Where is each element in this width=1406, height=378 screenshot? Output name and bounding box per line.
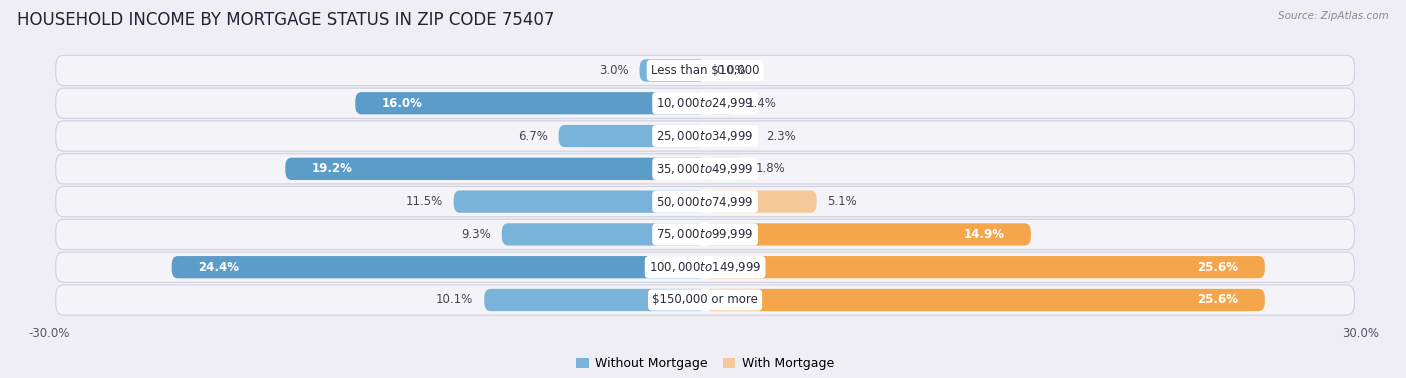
FancyBboxPatch shape: [172, 256, 706, 278]
FancyBboxPatch shape: [454, 191, 706, 213]
Text: $25,000 to $34,999: $25,000 to $34,999: [657, 129, 754, 143]
FancyBboxPatch shape: [56, 88, 1354, 118]
Text: 2.3%: 2.3%: [766, 130, 796, 143]
Text: Source: ZipAtlas.com: Source: ZipAtlas.com: [1278, 11, 1389, 21]
Text: 1.4%: 1.4%: [747, 97, 776, 110]
Text: 24.4%: 24.4%: [198, 261, 239, 274]
Text: 11.5%: 11.5%: [405, 195, 443, 208]
FancyBboxPatch shape: [56, 285, 1354, 315]
FancyBboxPatch shape: [706, 191, 817, 213]
Text: 14.9%: 14.9%: [963, 228, 1005, 241]
FancyBboxPatch shape: [56, 252, 1354, 282]
FancyBboxPatch shape: [356, 92, 706, 115]
FancyBboxPatch shape: [56, 186, 1354, 217]
Text: 9.3%: 9.3%: [461, 228, 491, 241]
Legend: Without Mortgage, With Mortgage: Without Mortgage, With Mortgage: [571, 352, 839, 375]
FancyBboxPatch shape: [558, 125, 706, 147]
FancyBboxPatch shape: [706, 289, 1265, 311]
Text: 19.2%: 19.2%: [312, 162, 353, 175]
Text: 25.6%: 25.6%: [1198, 261, 1239, 274]
FancyBboxPatch shape: [285, 158, 706, 180]
Text: $150,000 or more: $150,000 or more: [652, 293, 758, 307]
Text: $50,000 to $74,999: $50,000 to $74,999: [657, 195, 754, 209]
FancyBboxPatch shape: [484, 289, 706, 311]
Text: 0.0%: 0.0%: [716, 64, 745, 77]
Text: 16.0%: 16.0%: [381, 97, 422, 110]
Text: 1.8%: 1.8%: [755, 162, 785, 175]
FancyBboxPatch shape: [56, 154, 1354, 184]
Text: $35,000 to $49,999: $35,000 to $49,999: [657, 162, 754, 176]
FancyBboxPatch shape: [706, 158, 744, 180]
FancyBboxPatch shape: [706, 92, 735, 115]
FancyBboxPatch shape: [706, 125, 755, 147]
FancyBboxPatch shape: [706, 256, 1265, 278]
FancyBboxPatch shape: [706, 223, 1031, 246]
Text: $75,000 to $99,999: $75,000 to $99,999: [657, 228, 754, 242]
Text: 3.0%: 3.0%: [599, 64, 628, 77]
Text: HOUSEHOLD INCOME BY MORTGAGE STATUS IN ZIP CODE 75407: HOUSEHOLD INCOME BY MORTGAGE STATUS IN Z…: [17, 11, 554, 29]
FancyBboxPatch shape: [56, 121, 1354, 151]
Text: 10.1%: 10.1%: [436, 293, 474, 307]
FancyBboxPatch shape: [56, 55, 1354, 85]
FancyBboxPatch shape: [56, 219, 1354, 249]
Text: $100,000 to $149,999: $100,000 to $149,999: [650, 260, 761, 274]
Text: $10,000 to $24,999: $10,000 to $24,999: [657, 96, 754, 110]
Text: 25.6%: 25.6%: [1198, 293, 1239, 307]
Text: 5.1%: 5.1%: [828, 195, 858, 208]
FancyBboxPatch shape: [640, 59, 706, 82]
FancyBboxPatch shape: [502, 223, 706, 246]
Text: Less than $10,000: Less than $10,000: [651, 64, 759, 77]
Text: 6.7%: 6.7%: [517, 130, 548, 143]
